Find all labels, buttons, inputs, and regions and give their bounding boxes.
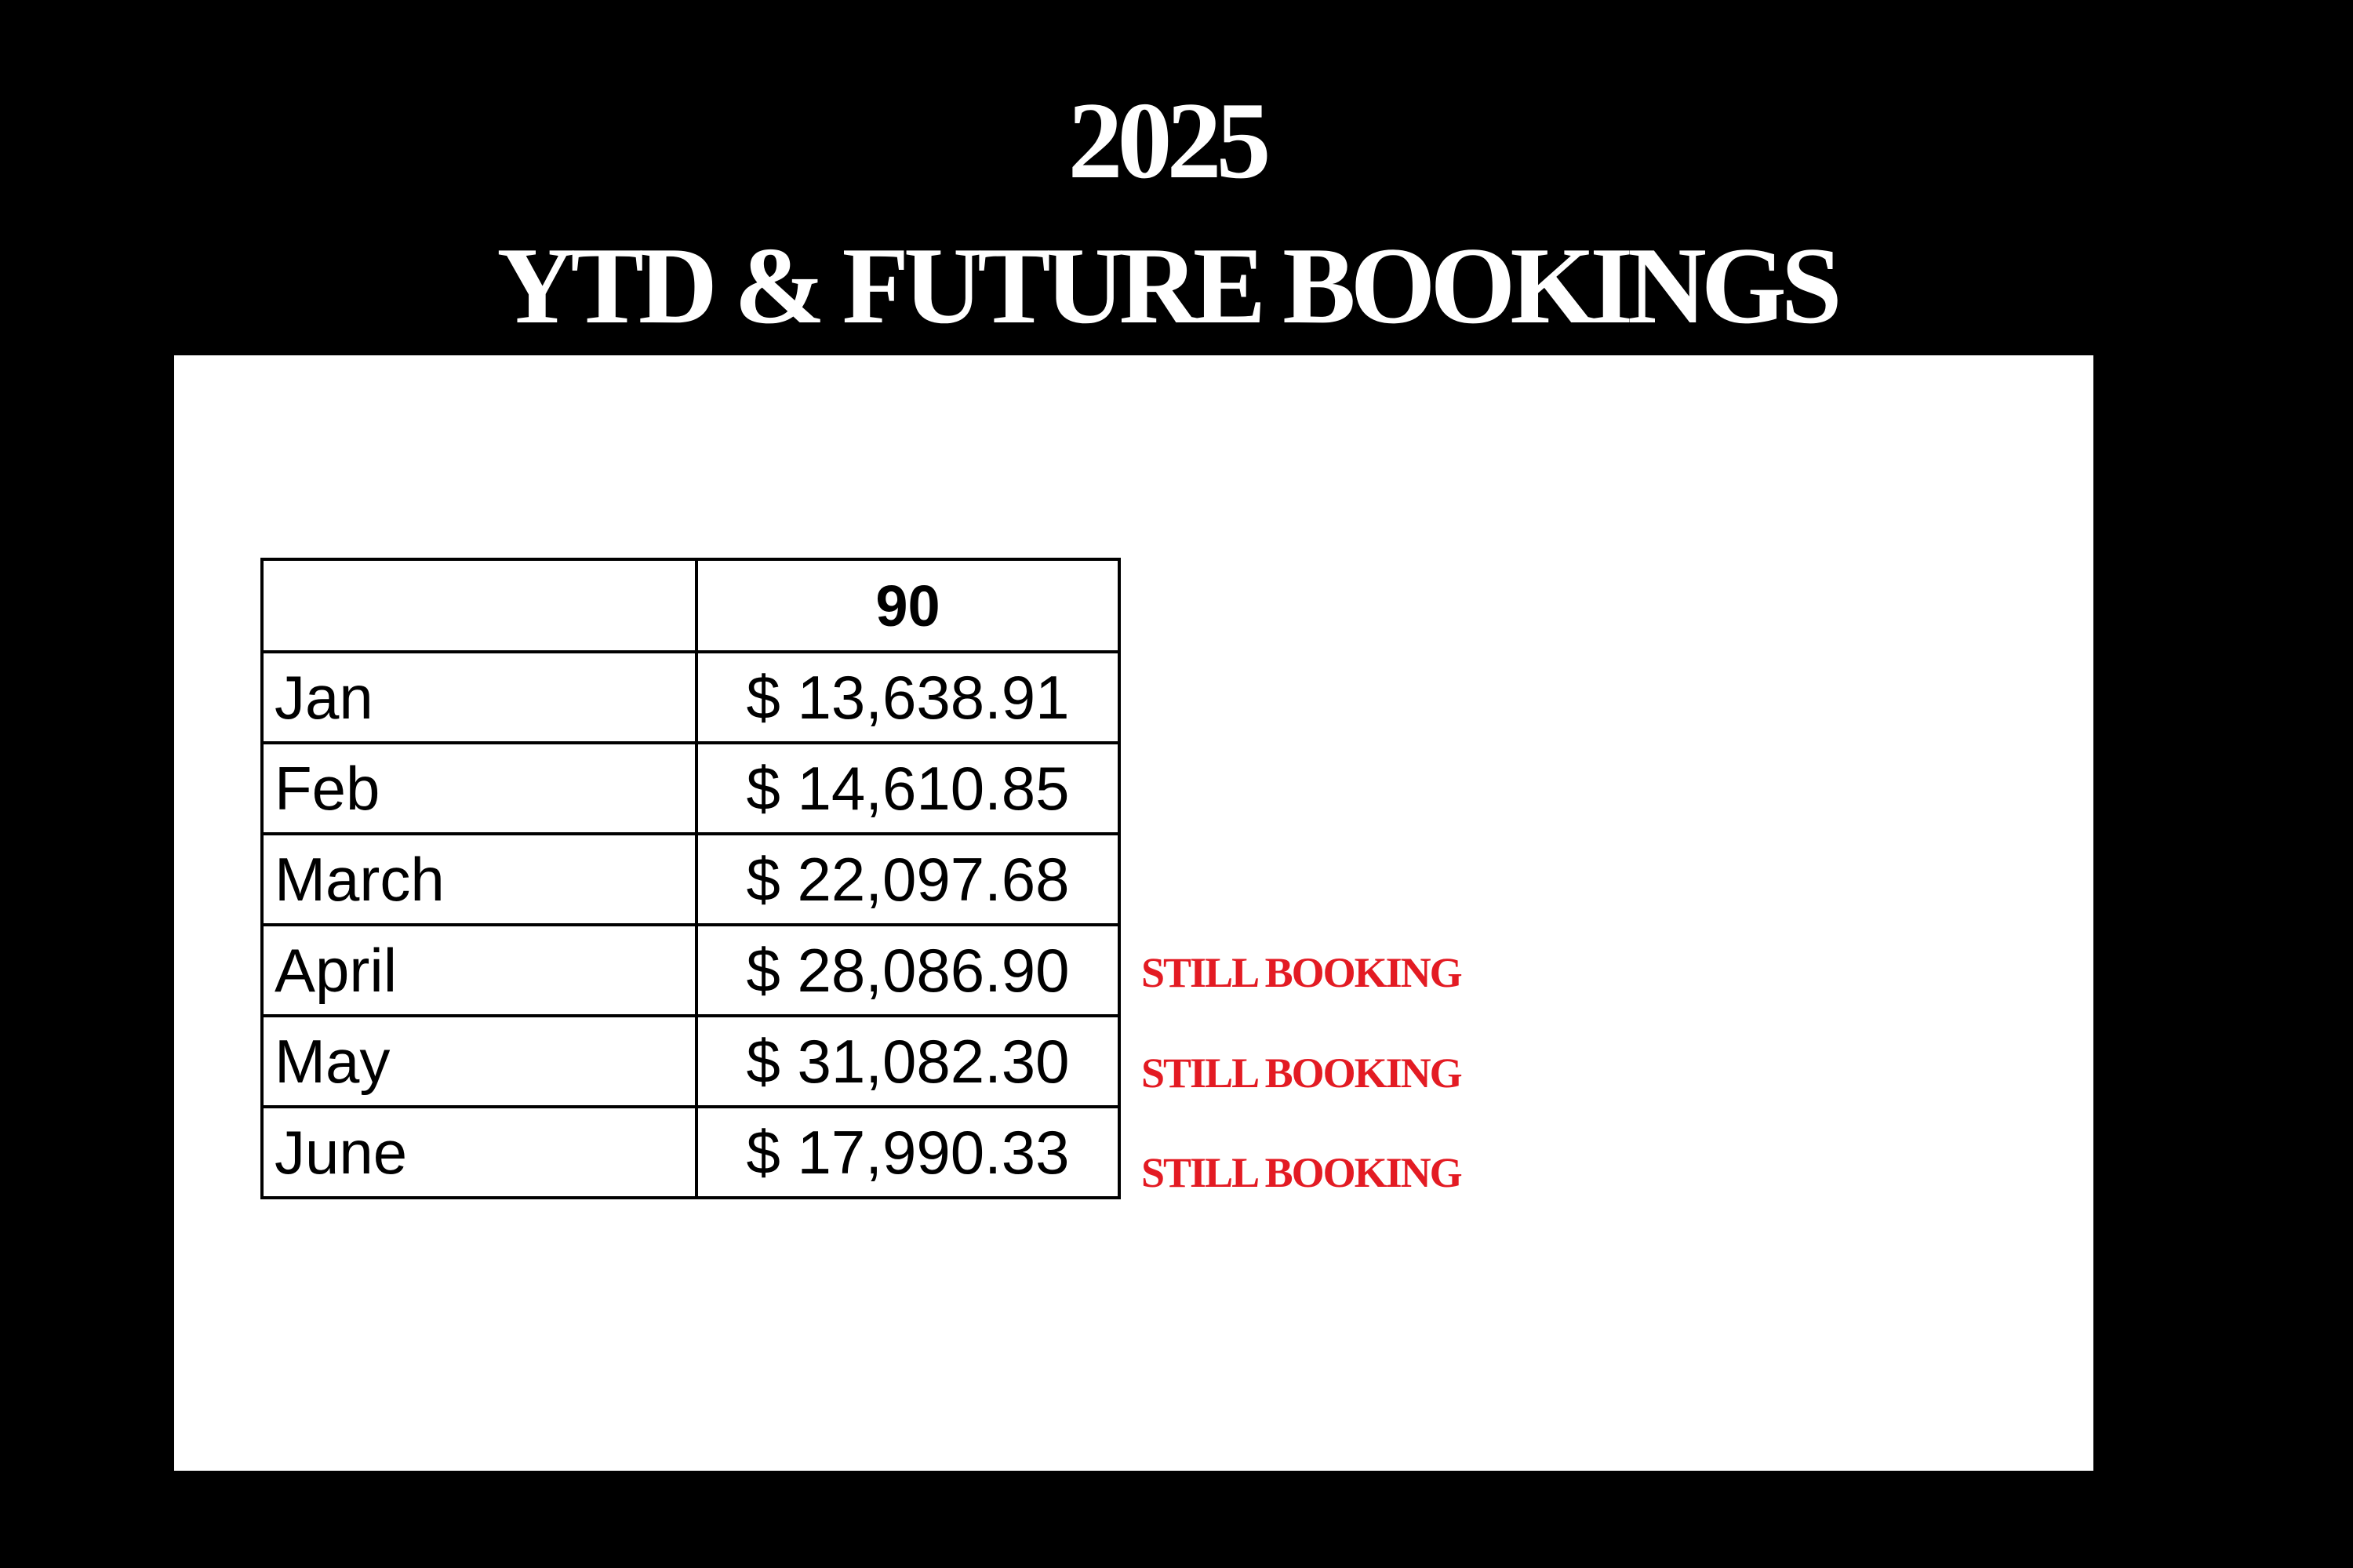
table-row: May $ 31,082.30 bbox=[260, 1014, 1121, 1108]
header-cell-month bbox=[260, 558, 698, 653]
month-cell: Feb bbox=[260, 741, 698, 835]
table-row: March $ 22,097.68 bbox=[260, 832, 1121, 926]
month-cell: June bbox=[260, 1105, 698, 1199]
table-row: June $ 17,990.33 bbox=[260, 1105, 1121, 1199]
amount-cell: $ 28,086.90 bbox=[695, 923, 1121, 1017]
amount-cell: $ 31,082.30 bbox=[695, 1014, 1121, 1108]
amount-cell: $ 13,638.91 bbox=[695, 650, 1121, 744]
amount-cell: $ 17,990.33 bbox=[695, 1105, 1121, 1199]
month-cell: May bbox=[260, 1014, 698, 1108]
table-row: Jan $ 13,638.91 bbox=[260, 650, 1121, 744]
month-cell: Jan bbox=[260, 650, 698, 744]
header-cell-value: 90 bbox=[695, 558, 1121, 653]
table-row: Feb $ 14,610.85 bbox=[260, 741, 1121, 835]
table-header-row: 90 bbox=[260, 558, 1121, 653]
month-cell: March bbox=[260, 832, 698, 926]
bookings-table: 90 Jan $ 13,638.91 Feb $ 14,610.85 March $ … bbox=[260, 558, 1121, 1199]
content-panel: 90 Jan $ 13,638.91 Feb $ 14,610.85 March $ … bbox=[174, 355, 2093, 1471]
still-booking-note-may: STILL BOOKING bbox=[1141, 1050, 1463, 1097]
title-heading: YTD & FUTURE BOOKINGS bbox=[496, 225, 1842, 347]
month-cell: April bbox=[260, 923, 698, 1017]
amount-cell: $ 22,097.68 bbox=[695, 832, 1121, 926]
still-booking-note-june: STILL BOOKING bbox=[1141, 1149, 1463, 1196]
amount-cell: $ 14,610.85 bbox=[695, 741, 1121, 835]
still-booking-note-april: STILL BOOKING bbox=[1141, 949, 1463, 996]
table-row: April $ 28,086.90 bbox=[260, 923, 1121, 1017]
title-year: 2025 bbox=[1067, 80, 1271, 202]
